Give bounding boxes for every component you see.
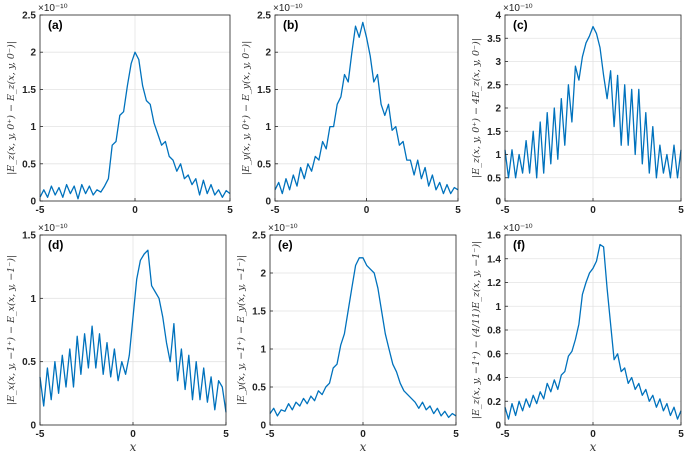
y-tick-label: 0.6 <box>487 349 501 360</box>
x-tick-label: -5 <box>271 205 280 216</box>
y-tick-label: 2 <box>265 48 271 59</box>
x-tick-label: 0 <box>590 429 596 440</box>
chart-panel: -5 0 500.511.522.5×10⁻¹⁰(e)|E_y(x, y, −1⁺)… <box>236 223 459 453</box>
y-tick-label: 1 <box>495 150 501 161</box>
exponent-label: ×10⁻¹⁰ <box>273 3 303 14</box>
x-tick-label: 0 <box>130 429 136 440</box>
y-tick-label: 0.5 <box>22 159 36 170</box>
y-tick-label: 0.5 <box>252 383 266 394</box>
x-tick-label: -5 <box>36 429 45 440</box>
y-axis-label: |E_y(x, y, 0⁺) − E_y(x, y, 0⁻)| <box>241 41 252 176</box>
chart-panel: -5 0 500.511.522.533.54×10⁻¹⁰(c)|E_z(x, y,… <box>471 3 684 216</box>
exponent-label: ×10⁻¹⁰ <box>503 223 533 234</box>
panel-label: (f) <box>513 238 525 252</box>
y-tick-label: 1.5 <box>22 231 36 242</box>
x-tick-label: 5 <box>223 429 229 440</box>
panel-label: (d) <box>48 238 63 252</box>
y-tick-label: 1.5 <box>487 127 501 138</box>
y-tick-label: 0 <box>260 421 266 432</box>
y-tick-label: 2.5 <box>257 11 271 22</box>
x-axis-label: x <box>590 440 597 453</box>
y-tick-label: 0 <box>30 421 36 432</box>
y-tick-label: 1 <box>495 302 501 313</box>
exponent-label: ×10⁻¹⁰ <box>38 223 68 234</box>
y-tick-label: 1.5 <box>257 85 271 96</box>
series-line <box>504 243 682 420</box>
x-tick-label: 0 <box>360 429 366 440</box>
y-tick-label: 4 <box>495 11 501 22</box>
y-tick-label: 1.2 <box>487 278 501 289</box>
y-tick-label: 0.8 <box>487 326 501 337</box>
y-tick-label: 1 <box>30 294 36 305</box>
x-tick-label: 5 <box>455 205 461 216</box>
y-tick-label: 0 <box>495 421 501 432</box>
x-axis-label: x <box>130 440 137 453</box>
y-tick-label: 0.4 <box>487 373 501 384</box>
y-axis-label: |E_y(x, y, −1⁺) − E_y(x, y, −1⁻)| <box>236 255 247 405</box>
y-tick-label: 2.5 <box>22 11 36 22</box>
x-tick-label: 5 <box>453 429 459 440</box>
y-tick-label: 1.5 <box>252 307 266 318</box>
y-tick-label: 0.5 <box>257 159 271 170</box>
panel-label: (e) <box>278 238 293 252</box>
x-tick-label: 0 <box>364 205 370 216</box>
chart-panel: -5 0 500.511.5×10⁻¹⁰(d)|E_x(x, y, −1⁺) − E… <box>6 223 229 453</box>
y-axis-label: |E_z(x, y, 0⁺) − E_z(x, y, 0⁻)| <box>6 41 17 175</box>
panel-label: (b) <box>283 18 298 32</box>
chart-panel: -5 0 500.20.40.60.811.21.41.6×10⁻¹⁰(f)|E_z… <box>471 223 684 453</box>
exponent-label: ×10⁻¹⁰ <box>268 223 298 234</box>
y-tick-label: 0 <box>495 197 501 208</box>
x-tick-label: 5 <box>227 205 233 216</box>
y-tick-label: 1.5 <box>22 85 36 96</box>
chart-panel: -5 0 500.511.522.5×10⁻¹⁰(b)|E_y(x, y, 0⁺) … <box>241 3 461 216</box>
chart-panel: -5 0 500.511.522.5×10⁻¹⁰(a)|E_z(x, y, 0⁺) … <box>6 3 233 216</box>
y-axis-label: |E_z(x, y, −1⁺) − (4/11)E_z(x, y, −1⁻)| <box>471 241 482 419</box>
x-axis-label: x <box>360 440 367 453</box>
y-tick-label: 0 <box>265 197 271 208</box>
y-tick-label: 0 <box>30 197 36 208</box>
series-line <box>269 257 457 419</box>
series-line <box>39 51 231 200</box>
x-tick-label: -5 <box>501 429 510 440</box>
series-line <box>274 21 459 195</box>
y-tick-label: 0.5 <box>487 173 501 184</box>
y-tick-label: 0.5 <box>22 357 36 368</box>
y-tick-label: 1.6 <box>487 231 501 242</box>
y-tick-label: 2 <box>260 269 266 280</box>
x-tick-label: -5 <box>36 205 45 216</box>
x-tick-label: 0 <box>590 205 596 216</box>
y-tick-label: 1 <box>30 122 36 133</box>
exponent-label: ×10⁻¹⁰ <box>38 3 68 14</box>
y-tick-label: 2.5 <box>487 80 501 91</box>
panel-label: (a) <box>48 18 63 32</box>
y-tick-label: 1.4 <box>487 254 501 265</box>
y-axis-label: |E_z(x, y, 0⁺) − 4E_z(x, y, 0⁻)| <box>471 38 482 178</box>
exponent-label: ×10⁻¹⁰ <box>503 3 533 14</box>
y-tick-label: 1 <box>265 122 271 133</box>
y-tick-label: 1 <box>260 345 266 356</box>
x-tick-label: 0 <box>132 205 138 216</box>
y-tick-label: 3.5 <box>487 34 501 45</box>
series-line <box>504 25 682 179</box>
y-axis-label: |E_x(x, y, −1⁺) − E_x(x, y, −1⁻)| <box>6 255 17 405</box>
panel-label: (c) <box>513 18 528 32</box>
y-tick-label: 3 <box>495 57 501 68</box>
x-tick-label: -5 <box>266 429 275 440</box>
y-tick-label: 0.2 <box>487 397 501 408</box>
x-tick-label: -5 <box>501 205 510 216</box>
x-tick-label: 5 <box>678 205 684 216</box>
y-tick-label: 2 <box>30 48 36 59</box>
x-tick-label: 5 <box>678 429 684 440</box>
y-tick-label: 2 <box>495 104 501 115</box>
series-line <box>39 249 227 413</box>
y-tick-label: 2.5 <box>252 231 266 242</box>
